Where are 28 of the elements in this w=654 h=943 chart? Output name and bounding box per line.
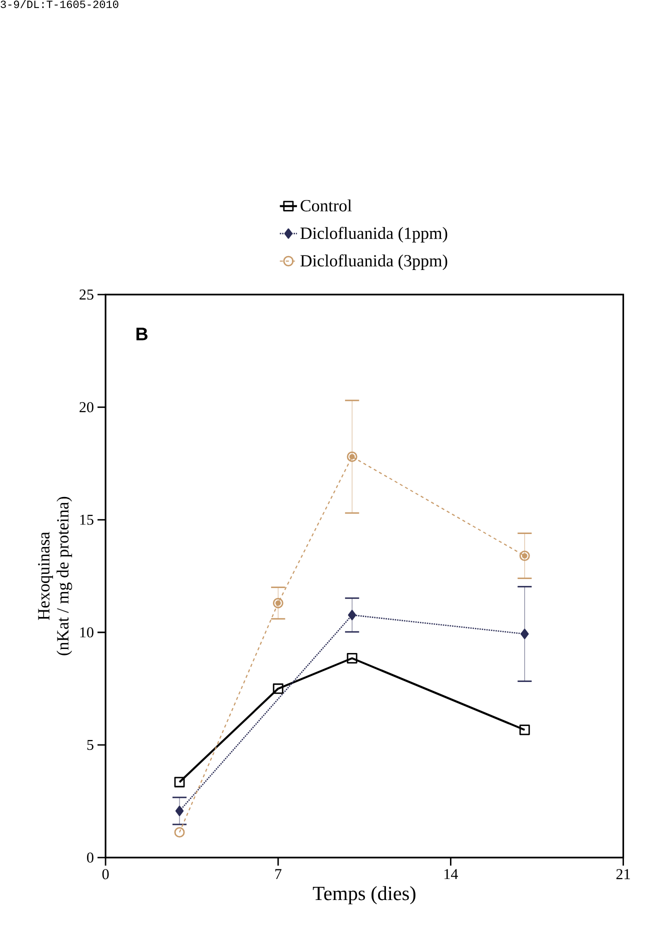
y-tick-label: 20 (79, 402, 94, 412)
point (175, 806, 184, 816)
legend-label: Diclofluanida (3ppm) (300, 254, 447, 270)
y-tick-label: 15 (80, 514, 94, 525)
x-tick-label: 14 (444, 869, 458, 880)
text: 3-9/DL:T-1605-2010 (0, 0, 118, 8)
x-tick-label: 7 (275, 869, 282, 879)
y-tick-label: 5 (87, 740, 94, 750)
y-tick-label: 0 (86, 852, 94, 863)
x-tick-label: 21 (616, 869, 630, 880)
annotation: B (136, 328, 148, 340)
x-tick-label: 0 (102, 869, 109, 880)
point (519, 724, 530, 736)
point (348, 610, 356, 620)
legend-label: Diclofluanida (1ppm) (300, 226, 447, 242)
point (174, 827, 185, 838)
point (520, 628, 529, 640)
y-tick-label: 25 (79, 290, 94, 300)
point (346, 653, 358, 664)
point (519, 550, 530, 562)
point (272, 683, 284, 694)
x-axis-title: Temps (dies) (312, 886, 416, 904)
legend-label: Control (300, 199, 352, 212)
point (346, 452, 358, 462)
point (272, 598, 284, 608)
y-tick-label: 10 (80, 627, 94, 638)
point (174, 776, 185, 788)
y-axis-title: Hexoquinasa (nKat / mg de proteina) (38, 496, 72, 656)
